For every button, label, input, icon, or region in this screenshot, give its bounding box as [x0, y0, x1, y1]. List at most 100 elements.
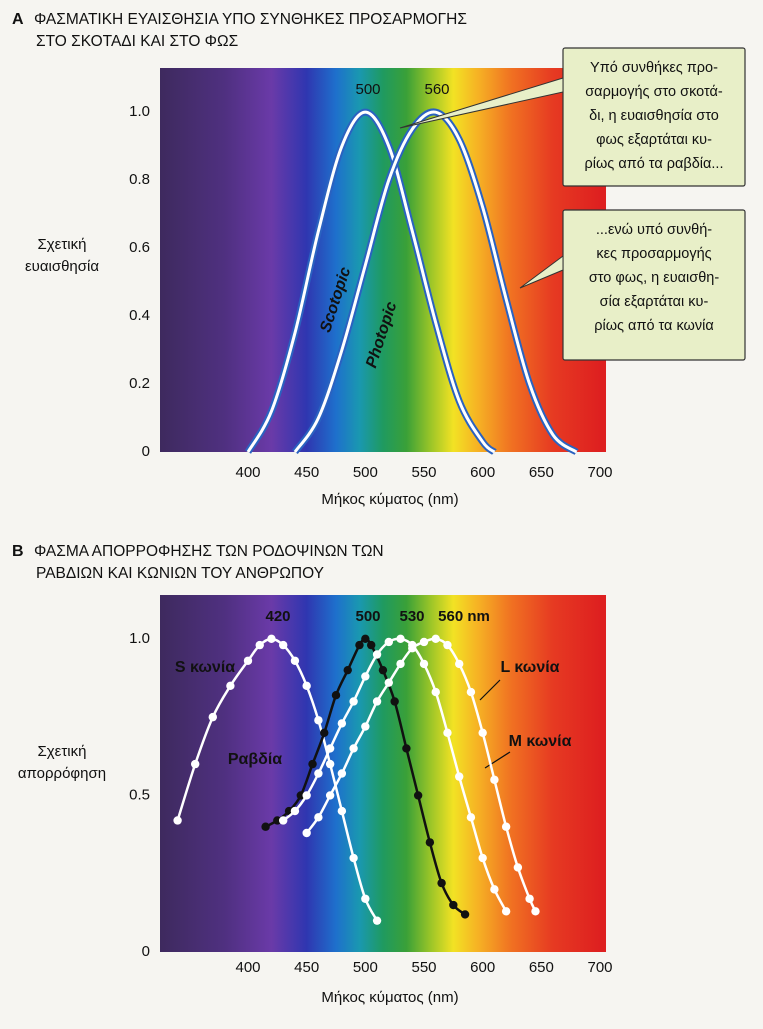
y-tick-label: 0.5 [129, 786, 150, 803]
data-point [361, 894, 370, 903]
y-tick-label: 1.0 [129, 103, 150, 120]
data-point [349, 744, 358, 753]
data-point [308, 759, 317, 769]
callout-pointer [519, 255, 564, 289]
chart-panel: B ΦΑΣΜΑ ΑΠΟΡΡΟΦΗΣΗΣ ΤΩΝ ΡΟΔΟΨΙΝΩΝ ΤΩΝ ΡΑΒΔ… [12, 543, 613, 1006]
data-point [302, 828, 311, 838]
data-point [173, 816, 182, 825]
y-axis-label: ευαισθησία [25, 258, 99, 275]
x-axis-label: Μήκος κύματος (nm) [321, 491, 458, 508]
data-point [208, 712, 217, 722]
data-point [390, 697, 399, 706]
callout-text: στο φως, η ευαισθη- [589, 270, 720, 286]
data-point [419, 659, 429, 669]
callout-box [562, 47, 746, 187]
data-point [384, 678, 393, 687]
y-axis-label: Σχετική [38, 743, 87, 760]
data-point [314, 769, 323, 778]
x-tick-label: 600 [470, 464, 495, 481]
data-point [337, 769, 347, 778]
y-tick-label: 0 [142, 443, 150, 460]
data-point [267, 634, 276, 644]
data-point [261, 822, 270, 831]
peak-label: 560 [424, 81, 449, 98]
label-pointer [484, 751, 511, 769]
callout-box [562, 209, 746, 361]
x-tick-label: 650 [529, 464, 554, 481]
data-point [343, 665, 352, 675]
callout-text: σαρμογής στο σκοτά- [585, 84, 723, 100]
x-tick-label: 400 [235, 464, 260, 481]
x-tick-label: 550 [411, 959, 436, 976]
curve-core [246, 110, 496, 454]
data-point [384, 637, 393, 647]
y-axis-label: Σχετική [38, 236, 87, 253]
data-point [279, 816, 288, 825]
data-point [443, 640, 452, 650]
data-point [320, 728, 329, 737]
data-point [355, 640, 364, 650]
data-point [490, 885, 499, 894]
curve-label: S κωνία [175, 659, 235, 676]
x-tick-label: 600 [470, 959, 495, 976]
y-axis-label: απορρόφηση [18, 765, 106, 782]
x-tick-label: 650 [529, 959, 554, 976]
callout-text: δι, η ευαισθησία στο [589, 108, 719, 124]
callout-text: Υπό συνθήκες προ- [590, 60, 718, 76]
callout-pointer [399, 77, 564, 129]
data-point [243, 656, 253, 665]
callout-text: ρίως από τα ραβδία... [585, 156, 724, 172]
data-point [337, 719, 347, 728]
data-point [466, 813, 476, 822]
callout-text: φως εξαρτάται κυ- [596, 132, 712, 148]
data-point [325, 744, 335, 753]
x-tick-label: 400 [235, 959, 260, 976]
data-point [402, 744, 411, 753]
callout-text: ...ενώ υπό συνθή- [596, 222, 712, 238]
y-tick-label: 0.8 [129, 171, 150, 188]
data-point [325, 759, 335, 769]
data-point [455, 659, 464, 669]
peak-label: 500 [355, 608, 380, 625]
data-point [226, 681, 235, 691]
x-tick-label: 550 [411, 464, 436, 481]
data-point [279, 640, 288, 650]
x-tick-label: 700 [587, 959, 612, 976]
data-point [460, 910, 470, 919]
data-point [349, 697, 358, 706]
data-point [501, 822, 511, 831]
data-point [273, 816, 282, 825]
x-tick-label: 700 [587, 464, 612, 481]
data-point [466, 687, 476, 697]
data-point [290, 656, 300, 665]
data-point [314, 716, 323, 725]
data-point [361, 672, 370, 681]
curve-label: L κωνία [500, 659, 559, 676]
curve [176, 637, 379, 922]
chart-title: ΦΑΣΜΑ ΑΠΟΡΡΟΦΗΣΗΣ ΤΩΝ ΡΟΔΟΨΙΝΩΝ ΤΩΝ [34, 543, 384, 560]
data-point [449, 900, 458, 910]
peak-label: 500 [355, 81, 380, 98]
y-tick-label: 0.4 [129, 307, 150, 324]
data-point [431, 687, 440, 697]
chart-panel: A ΦΑΣΜΑΤΙΚΗ ΕΥΑΙΣΘΗΣΙΑ ΥΠΟ ΣΥΝΘΗΚΕΣ ΠΡΟΣΑ… [12, 11, 746, 508]
data-point [255, 640, 264, 650]
data-point [191, 759, 200, 769]
callout-text: σία εξαρτάται κυ- [600, 294, 709, 310]
data-point [437, 878, 446, 888]
y-tick-label: 0.2 [129, 375, 150, 392]
data-point [413, 791, 423, 800]
data-point [478, 853, 487, 863]
x-tick-label: 450 [294, 959, 319, 976]
curve-core [293, 110, 578, 454]
y-tick-label: 0.6 [129, 239, 150, 256]
data-point [361, 722, 370, 731]
data-point [290, 806, 300, 816]
x-tick-label: 500 [353, 959, 378, 976]
data-point [531, 907, 540, 916]
y-tick-label: 0 [142, 943, 150, 960]
data-point [296, 791, 305, 800]
peak-label: 420 [265, 608, 290, 625]
chart-title: ΣΤΟ ΣΚΟΤΑΔΙ ΚΑΙ ΣΤΟ ΦΩΣ [36, 33, 238, 50]
